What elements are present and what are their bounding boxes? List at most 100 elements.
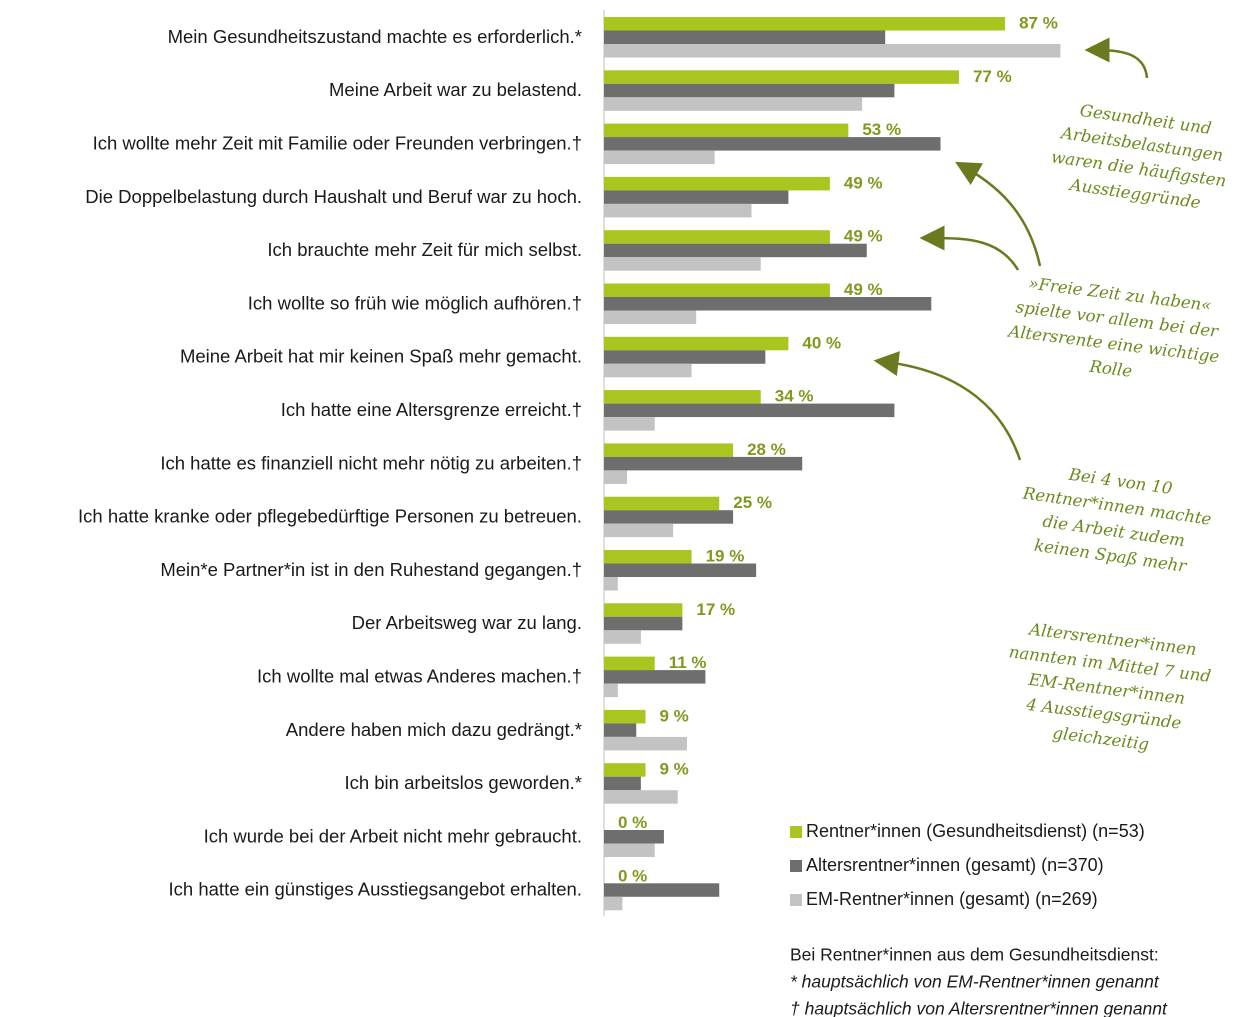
bar <box>604 577 618 591</box>
bar <box>604 176 830 191</box>
legend-swatch <box>790 860 802 872</box>
bar <box>604 443 734 457</box>
bar <box>604 896 623 911</box>
bar <box>604 510 734 524</box>
bar <box>604 283 830 297</box>
bar <box>604 243 867 258</box>
bar <box>604 470 628 484</box>
bar <box>604 336 789 351</box>
bar <box>604 830 664 844</box>
category-label: Ich wurde bei der Arbeit nicht mehr gebr… <box>204 825 582 846</box>
bar <box>604 97 863 111</box>
bar <box>604 310 697 324</box>
bar <box>604 603 683 617</box>
category-label: Mein Gesundheitszustand machte es erford… <box>168 26 582 47</box>
category-label: Die Doppelbelastung durch Haushalt und B… <box>85 186 582 207</box>
bar <box>604 297 932 311</box>
bar <box>604 30 886 44</box>
bar <box>604 70 959 84</box>
bar <box>604 403 895 418</box>
category-label: Der Arbeitsweg war zu lang. <box>352 612 582 633</box>
category-label: Ich hatte eine Altersgrenze erreicht.† <box>281 399 582 420</box>
bar <box>604 670 706 684</box>
category-label: Ich wollte mehr Zeit mit Familie oder Fr… <box>93 132 582 153</box>
bar <box>604 883 720 897</box>
footnote: * hauptsächlich von EM-Rentner*innen gen… <box>790 972 1160 992</box>
bar <box>604 350 766 364</box>
bar <box>604 776 641 791</box>
bar <box>604 137 941 151</box>
arrow <box>1084 37 1149 79</box>
bar <box>604 390 761 404</box>
bar <box>604 523 674 538</box>
bar <box>604 763 646 777</box>
bar <box>604 843 655 857</box>
value-label: 11 % <box>669 653 707 672</box>
legend-label: Rentner*innen (Gesundheitsdienst) (n=53) <box>806 821 1145 841</box>
value-label: 77 % <box>973 67 1012 86</box>
bar <box>604 456 803 471</box>
category-label: Mein*e Partner*in ist in den Ruhestand g… <box>160 559 582 580</box>
category-label: Ich hatte ein günstiges Ausstiegsangebot… <box>169 879 582 900</box>
bar <box>604 230 830 244</box>
bar <box>604 563 757 577</box>
value-label: 53 % <box>862 120 901 139</box>
bar <box>604 44 1061 58</box>
category-label: Andere haben mich dazu gedrängt.* <box>286 719 582 740</box>
value-label: 87 % <box>1019 13 1058 32</box>
value-label: 34 % <box>775 387 814 406</box>
bar <box>604 790 678 804</box>
bar <box>604 150 715 165</box>
category-label: Ich hatte kranke oder pflegebedürftige P… <box>78 506 582 527</box>
annotation-line: gleichzeitig <box>1052 723 1151 754</box>
bar <box>604 496 720 511</box>
bar <box>604 203 752 218</box>
bar <box>604 630 641 644</box>
bar <box>604 190 789 204</box>
bar <box>604 363 692 378</box>
bar <box>604 417 655 431</box>
category-label: Meine Arbeit hat mir keinen Spaß mehr ge… <box>180 346 582 367</box>
category-label: Ich hatte es finanziell nicht mehr nötig… <box>160 452 582 473</box>
value-label: 49 % <box>844 227 883 246</box>
arrow <box>873 351 1022 461</box>
bar <box>604 736 687 751</box>
value-label: 28 % <box>747 440 786 459</box>
annotation-line: Rolle <box>1088 357 1134 381</box>
legend-label: Altersrentner*innen (gesamt) (n=370) <box>806 855 1104 875</box>
legend-swatch <box>790 894 802 906</box>
legend-label: EM-Rentner*innen (gesamt) (n=269) <box>806 889 1098 909</box>
footnote: † hauptsächlich von Altersrentner*innen … <box>790 999 1168 1017</box>
value-label: 19 % <box>706 546 745 565</box>
bar <box>604 723 637 737</box>
value-label: 25 % <box>733 493 772 512</box>
footnote: Bei Rentner*innen aus dem Gesundheitsdie… <box>790 945 1159 965</box>
bar <box>604 123 849 138</box>
category-label: Ich wollte so früh wie möglich aufhören.… <box>248 292 582 313</box>
value-label: 40 % <box>802 333 841 352</box>
value-label: 0 % <box>618 813 647 832</box>
value-label: 17 % <box>696 600 735 619</box>
bar <box>604 257 761 271</box>
value-label: 9 % <box>659 706 688 725</box>
value-label: 0 % <box>618 866 647 885</box>
legend-swatch <box>790 826 802 838</box>
bar <box>604 616 683 631</box>
bar <box>604 550 692 564</box>
value-label: 9 % <box>659 760 688 779</box>
arrow <box>955 161 1042 267</box>
bar <box>604 83 895 98</box>
bar <box>604 656 655 671</box>
category-label: Ich wollte mal etwas Anderes machen.† <box>257 665 582 686</box>
category-label: Meine Arbeit war zu belastend. <box>329 79 582 100</box>
value-label: 49 % <box>844 173 883 192</box>
bar <box>604 709 646 724</box>
annotation: »Freie Zeit zu haben«spielte vor allem b… <box>1006 274 1221 381</box>
bar <box>604 17 1006 31</box>
arrow <box>919 225 1020 271</box>
bar <box>604 683 618 698</box>
